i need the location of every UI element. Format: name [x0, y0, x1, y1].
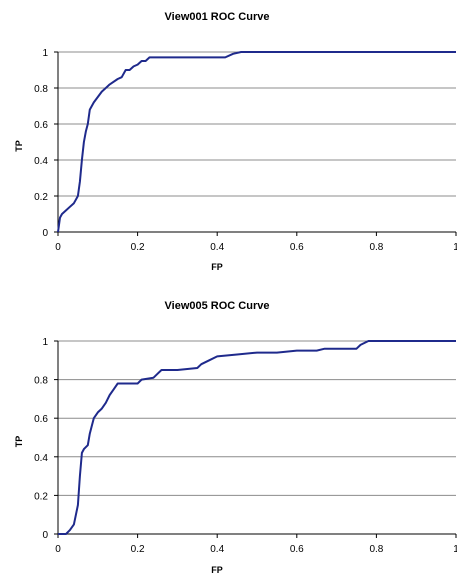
- y-tick-label: 0.6: [34, 414, 48, 425]
- y-tick-label: 0.2: [34, 192, 48, 203]
- x-axis-label: FP: [211, 565, 223, 575]
- x-tick-label: 1: [453, 544, 457, 555]
- y-tick-label: 0: [42, 530, 48, 541]
- y-axis-label: TP: [14, 436, 24, 448]
- y-tick-label: 0.4: [34, 453, 48, 464]
- y-tick-label: 0.6: [34, 120, 48, 131]
- roc-curve-line: [58, 340, 456, 535]
- y-axis-label: TP: [14, 140, 24, 152]
- x-tick-label: 0.8: [369, 242, 383, 253]
- x-tick-label: 0.4: [210, 544, 224, 555]
- x-tick-label: 0: [55, 544, 61, 555]
- y-tick-label: 1: [42, 337, 48, 348]
- y-tick-label: 0.4: [34, 156, 48, 167]
- x-tick-label: 1: [453, 242, 457, 253]
- y-tick-label: 0: [42, 228, 48, 239]
- x-tick-label: 0.6: [290, 544, 304, 555]
- roc-chart-2: View005 ROC Curve 0 0.2 0.4 0.6 0.8 1 0 0.2 0.4 0.…: [14, 300, 457, 575]
- roc-chart-1: View001 ROC Curve 0 0.2 0.4 0.6 0.8 1 0 0.2 0.4 0.…: [14, 11, 457, 272]
- chart-title: View005 ROC Curve: [165, 300, 270, 312]
- roc-curve-line: [57, 51, 456, 233]
- y-tick-label: 0.2: [34, 491, 48, 502]
- x-tick-label: 0.6: [290, 242, 304, 253]
- x-tick-label: 0.2: [131, 544, 145, 555]
- x-tick-label: 0: [55, 242, 61, 253]
- y-tick-label: 0.8: [34, 376, 48, 387]
- x-tick-label: 0.4: [210, 242, 224, 253]
- x-tick-label: 0.2: [131, 242, 145, 253]
- y-tick-label: 1: [42, 48, 48, 59]
- y-tick-label: 0.8: [34, 84, 48, 95]
- chart-title: View001 ROC Curve: [165, 11, 270, 23]
- x-axis-label: FP: [211, 262, 223, 272]
- x-tick-label: 0.8: [369, 544, 383, 555]
